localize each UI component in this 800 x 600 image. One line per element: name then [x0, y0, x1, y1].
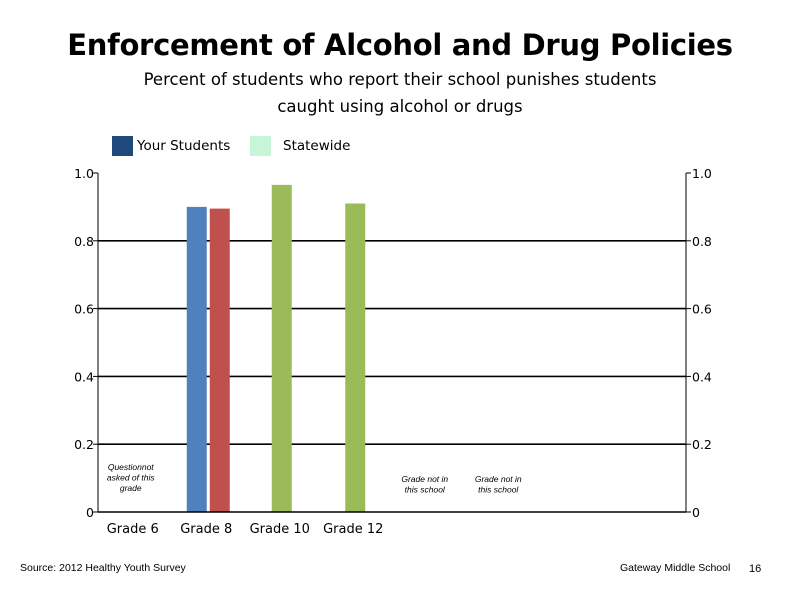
bar-statewide: [271, 184, 292, 513]
y-tick-label-right: 0.8: [692, 234, 712, 249]
y-tick-label-right: 1.0: [692, 166, 712, 181]
y-tick-label-left: 0: [86, 505, 94, 520]
x-tick-label: Grade 8: [180, 522, 232, 537]
bar-statewide: [345, 203, 366, 512]
y-tick-label-right: 0: [692, 505, 700, 520]
bar-statewide: [209, 208, 230, 512]
legend-label-statewide: Statewide: [283, 138, 351, 154]
y-tick-label-left: 0.6: [74, 302, 94, 317]
x-tick-label: Grade 6: [107, 522, 159, 537]
subtitle-line-2: caught using alcohol or drugs: [277, 97, 523, 116]
y-tick-label-right: 0.2: [692, 437, 712, 452]
annotation-text: Questionnot: [108, 462, 154, 472]
annotation-text: this school: [405, 485, 446, 495]
annotation-text: asked of this: [107, 473, 155, 483]
y-tick-label-left: 0.8: [74, 234, 94, 249]
annotation-text: grade: [120, 483, 142, 493]
subtitle-line-1: Percent of students who report their sch…: [143, 70, 657, 89]
x-tick-label: Grade 10: [250, 522, 310, 537]
y-tick-label-right: 0.6: [692, 302, 712, 317]
annotation-text: Grade not in: [475, 474, 522, 484]
chart-subtitle: Percent of students who report their sch…: [100, 66, 700, 120]
legend-label-your-students: Your Students: [137, 138, 231, 154]
school-name: Gateway Middle School: [620, 562, 731, 574]
bar-your-students: [186, 206, 207, 512]
legend-swatch-your-students: [112, 136, 133, 156]
chart-title: Enforcement of Alcohol and Drug Policies: [67, 28, 733, 62]
x-tick-label: Grade 12: [323, 522, 383, 537]
source-note: Source: 2012 Healthy Youth Survey: [20, 562, 186, 574]
y-tick-label-right: 0.4: [692, 369, 712, 384]
y-tick-label-left: 0.4: [74, 369, 94, 384]
annotation-text: Grade not in: [401, 474, 448, 484]
y-tick-label-left: 0.2: [74, 437, 94, 452]
page-number: 16: [749, 563, 762, 575]
annotation-text: this school: [478, 485, 519, 495]
y-tick-label-left: 1.0: [74, 166, 94, 181]
legend-swatch-statewide: [250, 136, 271, 156]
